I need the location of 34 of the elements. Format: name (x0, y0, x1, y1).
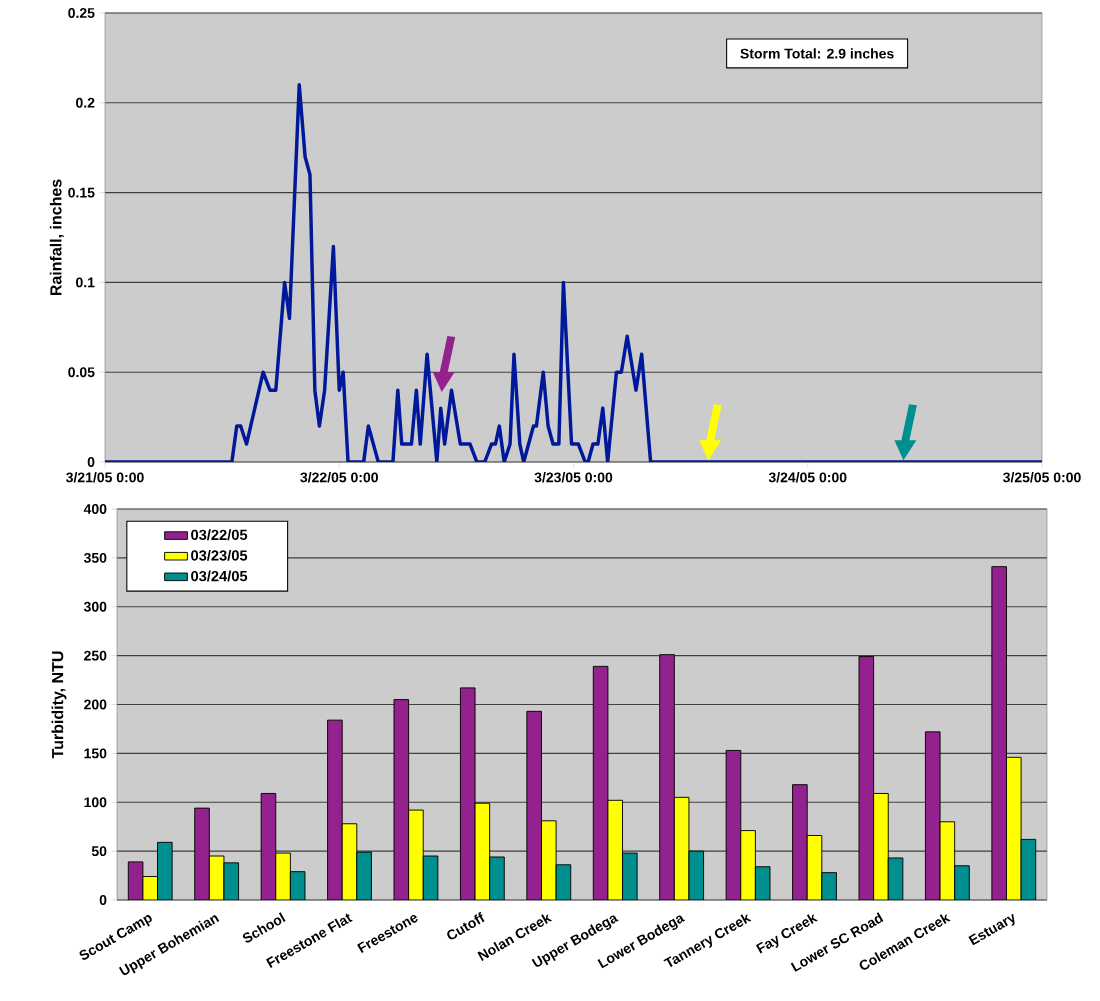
y-tick-label: 50 (91, 846, 107, 857)
x-tick-label: 3/22/05 0:00 (300, 472, 378, 483)
y-tick-label: 150 (84, 748, 107, 759)
y-tick-label: 100 (84, 797, 107, 808)
y-axis-title: Turbidity, NTU (51, 651, 67, 759)
y-tick-label: 350 (83, 552, 107, 563)
x-tick-label: 3/25/05 0:00 (1003, 472, 1081, 483)
y-tick-label: 0 (87, 457, 95, 467)
bar (873, 792, 889, 900)
bar (408, 809, 424, 900)
y-tick-label: 400 (83, 504, 107, 514)
x-tick-label: 3/21/05 0:00 (66, 472, 144, 483)
y-tick-label: 250 (84, 650, 107, 661)
y-tick-label: 0 (99, 895, 107, 905)
bar (740, 830, 756, 900)
y-tick-label: 0.05 (68, 367, 95, 378)
legend-label: 03/24/05 (191, 570, 248, 582)
bar (489, 856, 505, 900)
bar (356, 851, 372, 900)
x-tick-label: 3/23/05 0:00 (534, 472, 613, 483)
y-tick-label: 0.2 (76, 97, 95, 108)
bar (275, 852, 291, 900)
y-tick-label: 200 (84, 699, 107, 710)
y-axis-title: Rainfall, inches (49, 179, 64, 296)
y-tick-label: 300 (83, 601, 107, 612)
legend-label: 03/22/05 (191, 529, 248, 541)
bar (954, 865, 970, 900)
bar (821, 872, 837, 900)
legend-label: 03/23/05 (191, 549, 248, 561)
x-tick-label: 3/24/05 0:00 (768, 472, 847, 483)
y-tick-label: 0.25 (68, 8, 95, 18)
y-tick-label: 0.15 (68, 187, 95, 198)
y-tick-label: 0.1 (76, 277, 95, 288)
annotation: Storm Total: 2.9 inches (740, 48, 894, 59)
